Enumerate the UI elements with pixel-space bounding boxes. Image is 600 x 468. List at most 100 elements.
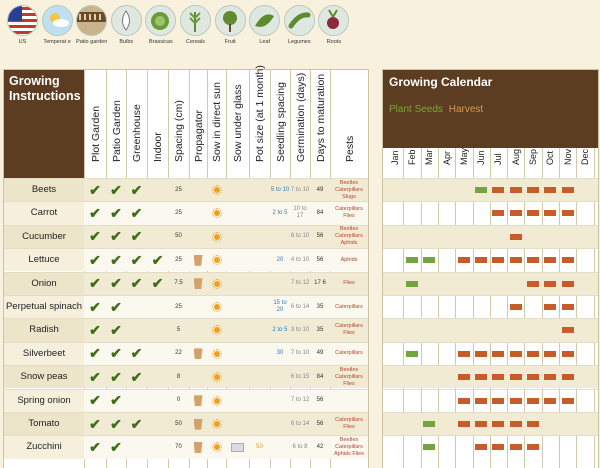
col-propagator-header: Propagator — [189, 70, 207, 178]
harvest-mark — [509, 210, 522, 217]
category-legumes[interactable]: Legumes — [281, 5, 318, 46]
pests-value: Beetles Caterpillars Slugs — [335, 179, 363, 200]
harvest-mark — [457, 257, 470, 264]
pests-value: Beetles Caterpillars Flies — [335, 366, 363, 387]
harvest-mark — [492, 397, 505, 404]
maturation-value: 56 — [316, 233, 324, 240]
seedling-spacing-value — [270, 436, 290, 458]
calendar-divider — [559, 148, 560, 468]
sun-cell — [207, 366, 226, 388]
month-label: Sep — [528, 148, 539, 165]
germination-value: 3 to 10 — [290, 326, 310, 333]
propagator-pot-icon — [193, 348, 203, 360]
growing-instructions-table: Growing Instructions Plot Garden Patio Ga… — [3, 65, 369, 468]
calendar-divider — [524, 148, 526, 468]
plant-seeds-mark — [405, 280, 418, 287]
category-brassicas[interactable]: Brassicas — [142, 5, 179, 46]
plant-name: Spring onion — [4, 389, 84, 412]
harvest-mark — [492, 421, 505, 427]
col-pot-size-label: Pot size (at 1 month) — [254, 65, 266, 162]
sun-icon — [211, 278, 222, 289]
greenhouse-check: ✔ — [130, 251, 143, 268]
maturation-value: 49 — [316, 186, 324, 193]
month-header: Sep — [524, 148, 541, 178]
category-label: Bulbs — [119, 39, 134, 45]
category-temperat-e[interactable]: Temperat e — [39, 5, 76, 46]
harvest-mark — [475, 444, 488, 451]
month-label: Jun — [476, 150, 487, 165]
plot-garden-check: ✔ — [89, 415, 101, 432]
greenhouse-check: ✔ — [130, 345, 143, 362]
greenhouse-check — [126, 296, 147, 318]
harvest-mark — [561, 280, 574, 287]
germination-value: 10 to 17 — [293, 206, 307, 220]
harvest-mark — [457, 350, 470, 357]
propagator-cell — [189, 226, 207, 248]
category-cereals[interactable]: Cereals — [177, 5, 214, 46]
maturation-value: 35 — [316, 326, 324, 333]
calendar-title: Growing Calendar — [389, 75, 493, 89]
harvest-mark — [561, 374, 574, 381]
indoor-check — [147, 226, 168, 248]
sun-icon — [211, 231, 222, 242]
propagator-pot-icon — [193, 278, 203, 290]
col-pests-label: Pests — [343, 135, 356, 162]
col-germination-label: Germination (days) — [294, 72, 307, 162]
category-fruit[interactable]: Fruit — [212, 5, 249, 46]
patio-garden-check: ✔ — [110, 228, 122, 245]
harvest-mark — [492, 350, 505, 357]
col-patio-garden-header: Patio Garden — [106, 70, 126, 178]
spacing-value: 8 — [176, 373, 181, 380]
month-header: Jun — [473, 148, 490, 178]
pot-size-value — [249, 202, 270, 224]
category-leaf[interactable]: Leaf — [246, 5, 283, 46]
calendar-divider — [541, 148, 543, 468]
germination-value: 7 to 10 — [290, 186, 310, 193]
patio-garden-check: ✔ — [110, 392, 122, 409]
germination-value: 6 to 15 — [290, 373, 310, 380]
germination-value: 7 to 10 — [290, 350, 310, 357]
spacing-value: 7.5 — [174, 280, 183, 287]
legumes-icon — [283, 5, 315, 36]
seedling-spacing-value — [270, 226, 290, 248]
harvest-mark — [509, 350, 522, 357]
plant-name: Cucumber — [4, 225, 84, 248]
harvest-mark — [492, 257, 505, 264]
month-label: Dec — [579, 148, 590, 165]
propagator-pot-icon — [193, 395, 203, 407]
category-bar: US Temperat e Patio garden Bulbs Brassicas Ce… — [4, 5, 354, 65]
plant-name: Snow peas — [4, 366, 84, 389]
propagator-cell — [189, 249, 207, 271]
sun-cell — [207, 179, 226, 201]
greenhouse-check: ✔ — [130, 228, 143, 245]
harvest-mark — [475, 374, 488, 381]
month-label: Jan — [389, 150, 400, 165]
harvest-mark — [492, 187, 505, 193]
pests-value: Caterpillars Flies — [335, 206, 363, 220]
calendar-row — [383, 412, 598, 436]
harvest-mark — [544, 397, 557, 404]
category-us[interactable]: US — [4, 5, 41, 46]
col-greenhouse-header: Greenhouse — [126, 70, 147, 178]
germination-value: 4 to 10 — [290, 256, 310, 263]
category-bulbs[interactable]: Bulbs — [108, 5, 145, 46]
month-label: Aug — [510, 148, 521, 165]
maturation-value: 56 — [316, 397, 324, 404]
category-patio-garden[interactable]: Patio garden — [73, 5, 110, 46]
greenhouse-check — [126, 319, 147, 341]
greenhouse-glass-icon — [231, 442, 244, 452]
category-roots[interactable]: Roots — [315, 5, 352, 46]
maturation-value: 35 — [316, 303, 324, 310]
month-label: May — [458, 147, 469, 165]
patio-garden-icon — [76, 5, 108, 36]
table-row: Perpetual spinach ✔ ✔ 25 15 to 20 6 to 14 35 Ca… — [4, 295, 368, 319]
category-label: Temperat e — [43, 39, 71, 45]
propagator-cell — [189, 179, 207, 201]
month-header: Mar — [421, 148, 438, 178]
glass-cell — [226, 202, 249, 224]
patio-garden-check: ✔ — [110, 204, 122, 221]
glass-cell — [226, 226, 249, 248]
pot-size-value — [249, 319, 270, 341]
harvest-mark — [544, 280, 557, 287]
harvest-mark — [475, 397, 488, 404]
